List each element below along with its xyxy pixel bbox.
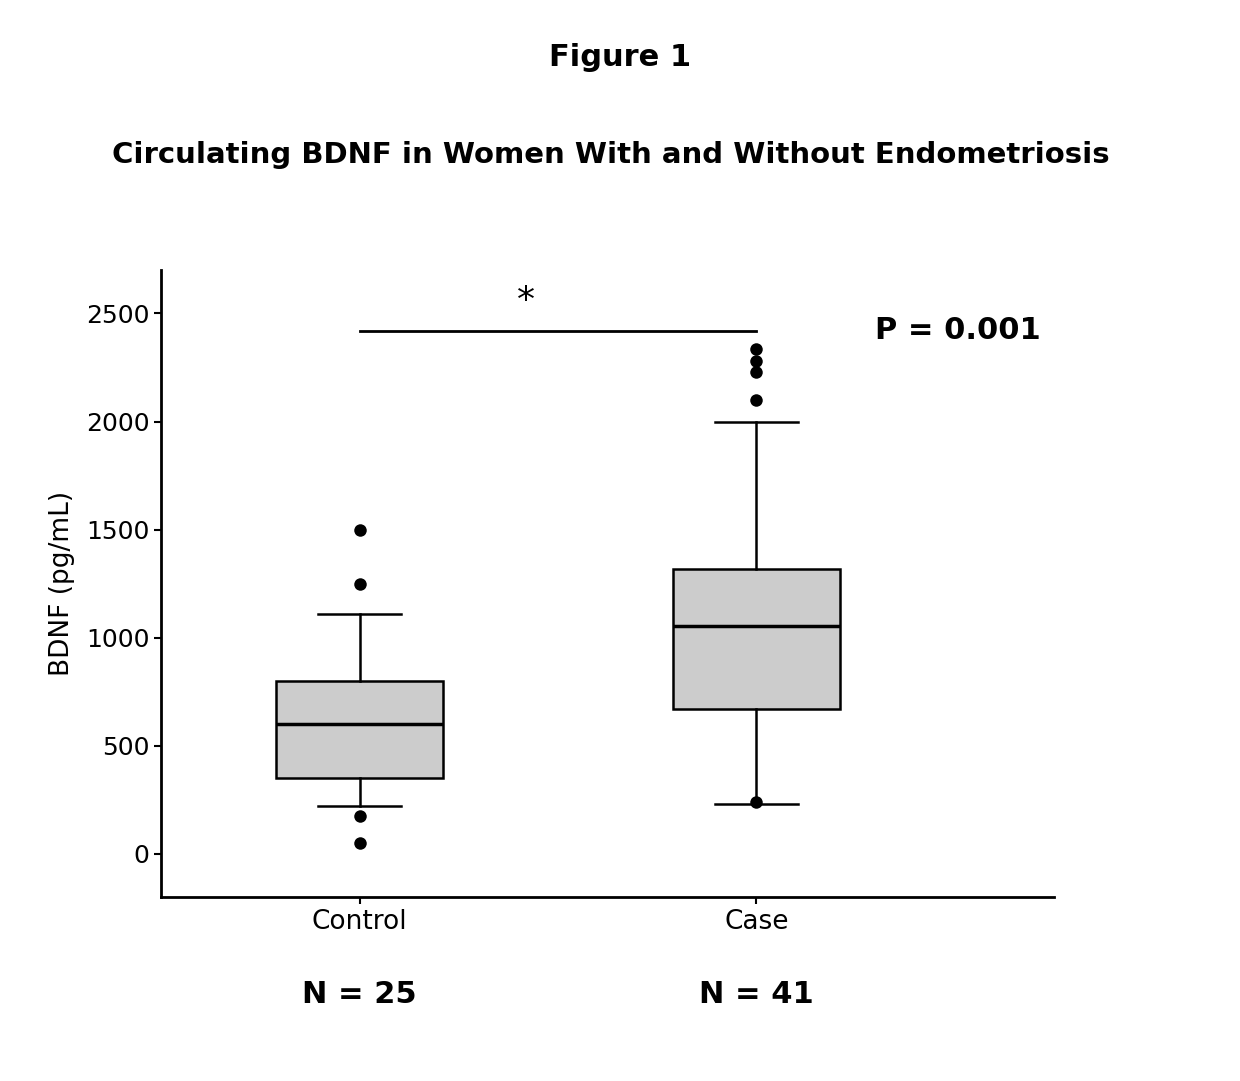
Y-axis label: BDNF (pg/mL): BDNF (pg/mL) xyxy=(48,491,74,677)
Text: Circulating BDNF in Women With and Without Endometriosis: Circulating BDNF in Women With and Witho… xyxy=(112,141,1110,169)
PathPatch shape xyxy=(673,569,839,709)
Text: N = 41: N = 41 xyxy=(699,980,813,1009)
Text: *: * xyxy=(517,284,536,318)
PathPatch shape xyxy=(277,681,443,778)
Text: N = 25: N = 25 xyxy=(303,980,417,1009)
Text: P = 0.001: P = 0.001 xyxy=(875,317,1042,345)
Text: Figure 1: Figure 1 xyxy=(549,43,691,72)
